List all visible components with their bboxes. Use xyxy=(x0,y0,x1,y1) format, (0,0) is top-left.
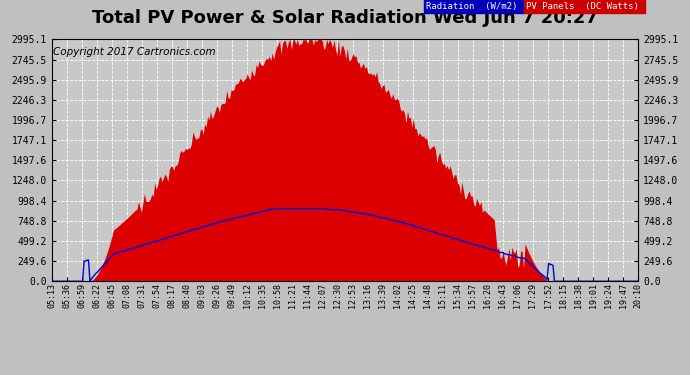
Text: Radiation  (W/m2): Radiation (W/m2) xyxy=(426,2,518,10)
Text: Copyright 2017 Cartronics.com: Copyright 2017 Cartronics.com xyxy=(53,46,215,57)
Text: Total PV Power & Solar Radiation Wed Jun 7 20:27: Total PV Power & Solar Radiation Wed Jun… xyxy=(92,9,598,27)
Text: PV Panels  (DC Watts): PV Panels (DC Watts) xyxy=(526,2,640,10)
